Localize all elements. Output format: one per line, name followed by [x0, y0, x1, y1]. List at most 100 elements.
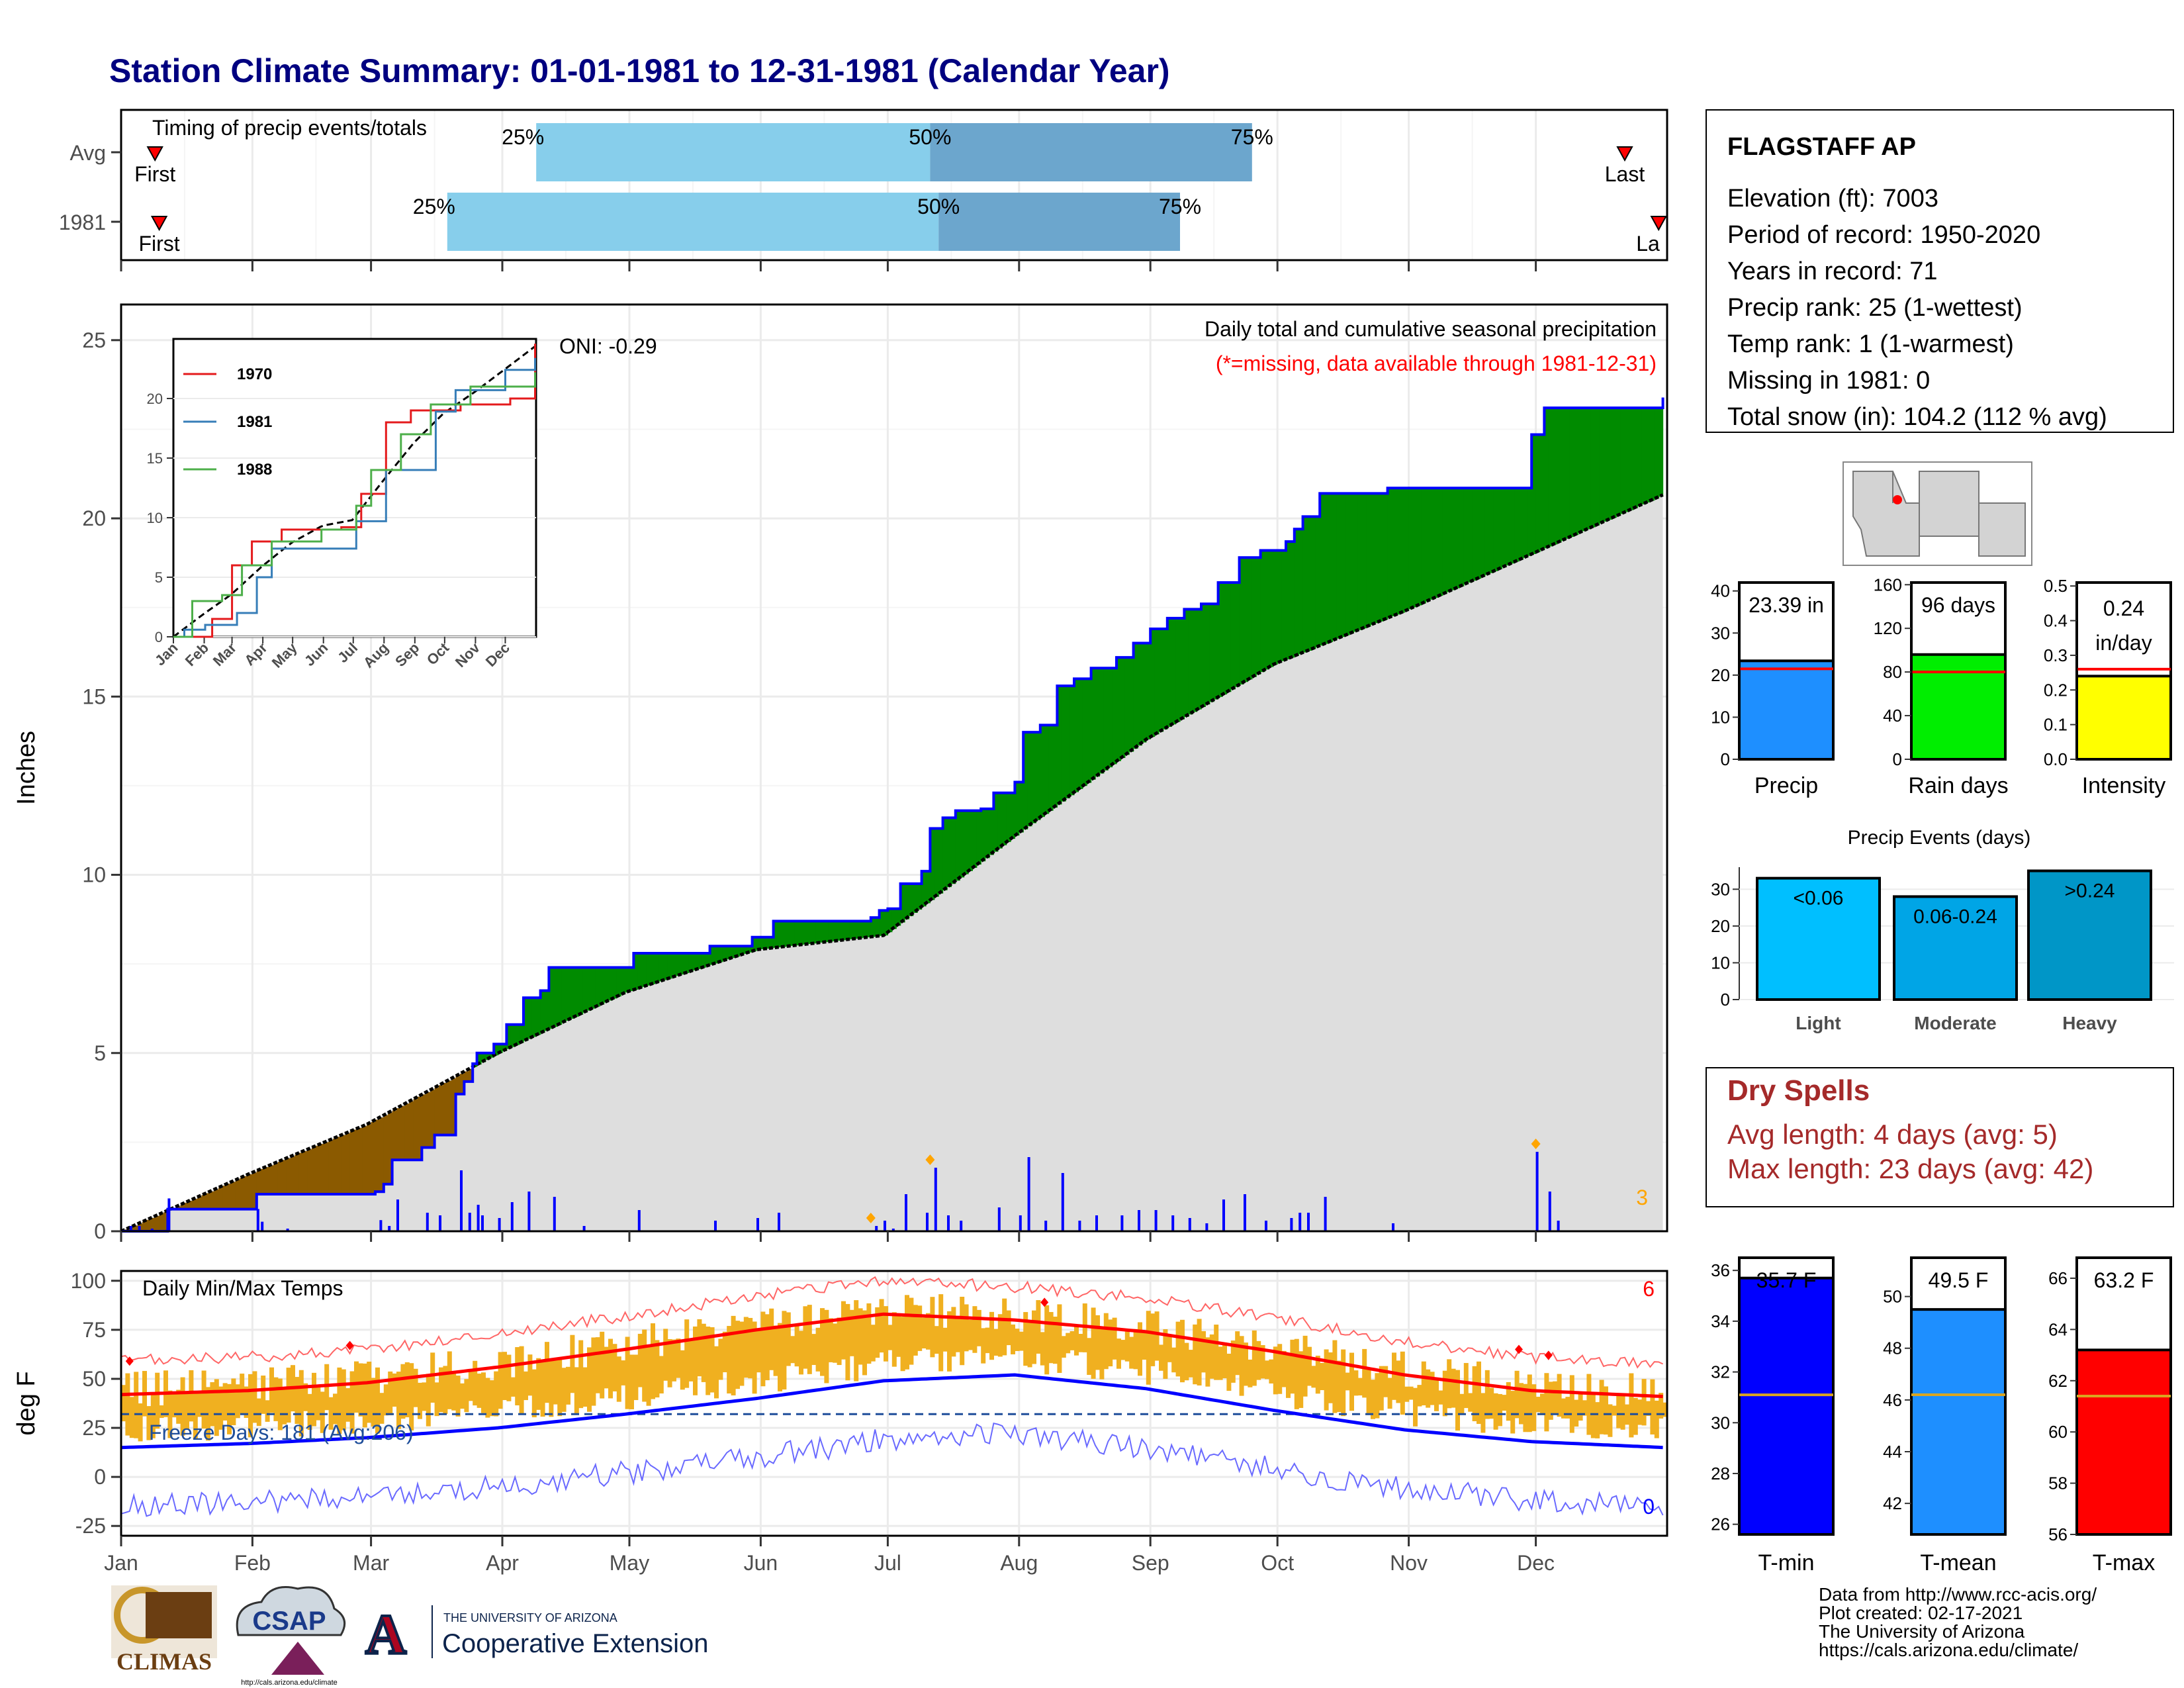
precip-diff-segment — [510, 1024, 516, 1047]
events-ytick-label: 30 — [1711, 879, 1730, 899]
temp-daily-bar — [1180, 1319, 1185, 1383]
temp-daily-bar — [659, 1356, 664, 1394]
precip-diff-segment — [578, 967, 584, 1015]
precip-diff-segment — [375, 1119, 380, 1192]
temp-daily-bar — [362, 1363, 367, 1428]
precip-daily-bar — [1557, 1221, 1560, 1231]
temp-bar-ytick-label: 62 — [2048, 1371, 2068, 1391]
precip-daily-bar — [934, 1168, 937, 1231]
precip-diff-segment — [993, 792, 999, 852]
temp-daily-bar — [574, 1367, 579, 1413]
max-records-count: 6 — [1643, 1277, 1655, 1301]
temp-daily-bar — [298, 1370, 304, 1437]
precip-diff-segment — [705, 953, 711, 966]
summary-ytick-label: 120 — [1874, 618, 1902, 638]
precip-diff-segment — [1434, 488, 1439, 598]
temp-daily-bar — [705, 1326, 711, 1395]
credit-line: Plot created: 02-17-2021 — [1819, 1603, 2023, 1623]
precip-diff-segment — [295, 1154, 300, 1194]
precip-diff-segment — [1561, 408, 1566, 541]
precip-diff-segment — [997, 792, 1003, 849]
precip-diff-segment — [1620, 408, 1625, 514]
precip-diff-segment — [134, 1225, 139, 1231]
temp-daily-bar — [1430, 1372, 1435, 1405]
month-label: Oct — [1261, 1551, 1294, 1575]
precip-diff-segment — [794, 921, 799, 946]
precip-diff-segment — [1341, 493, 1346, 637]
temp-daily-bar — [582, 1367, 588, 1407]
temp-daily-bar — [307, 1393, 312, 1430]
temp-daily-bar — [1578, 1393, 1583, 1421]
precip-diff-segment — [1578, 408, 1583, 534]
precip-diff-segment — [422, 1094, 427, 1148]
temp-daily-bar — [510, 1377, 516, 1397]
temp-daily-bar — [752, 1321, 757, 1394]
temp-daily-bar — [375, 1367, 380, 1434]
precip-diff-segment — [862, 921, 867, 938]
temp-daily-bar — [1248, 1359, 1253, 1387]
temp-daily-bar — [1357, 1378, 1363, 1396]
ua-logo-big: Cooperative Extension — [442, 1629, 708, 1658]
temp-daily-bar — [1392, 1352, 1396, 1400]
precip-diff-segment — [392, 1110, 397, 1160]
precip-diff-segment — [477, 1053, 482, 1065]
temp-daily-bar — [858, 1308, 863, 1365]
precip-diff-segment — [828, 921, 833, 942]
temp-daily-bar — [1265, 1360, 1269, 1380]
temp-daily-bar — [1120, 1340, 1126, 1360]
precip-diff-segment — [621, 967, 626, 995]
temp-daily-bar — [905, 1295, 909, 1370]
precip-diff-segment — [612, 967, 617, 999]
temp-daily-bar — [1087, 1338, 1092, 1375]
precip-diff-segment — [430, 1090, 435, 1148]
temp-daily-bar — [210, 1382, 215, 1427]
temp-bar-t-min — [1738, 1276, 1835, 1536]
temp-daily-bar — [637, 1333, 643, 1387]
precip-diff-segment — [222, 1186, 228, 1209]
temp-daily-bar — [1604, 1386, 1608, 1435]
precip-daily-bar — [1222, 1199, 1225, 1231]
temp-daily-bar — [820, 1308, 825, 1376]
temp-bar-ytick-label: 44 — [1883, 1442, 1902, 1462]
precip-avg-line — [120, 493, 1664, 1233]
timing-panel: Timing of precip events/totals Avg 25% 50%… — [59, 109, 1668, 271]
precip-diff-segment — [1226, 583, 1232, 692]
temp-daily-bar — [1345, 1372, 1350, 1391]
precip-diff-segment — [1193, 609, 1198, 712]
temp-daily-bar — [778, 1323, 782, 1391]
summary-value-label2: in/day — [2095, 631, 2152, 655]
precip-daily-bar — [286, 1229, 289, 1231]
precip-diff-segment — [1502, 488, 1507, 568]
temp-daily-bar — [968, 1319, 973, 1350]
month-label: Jul — [874, 1551, 901, 1575]
temp-daily-bar — [303, 1383, 308, 1411]
temp-daily-bar — [811, 1334, 817, 1366]
ua-a-mark: A — [365, 1603, 406, 1666]
precip-daily-bar — [1290, 1218, 1293, 1231]
precip-daily-bar — [1324, 1197, 1327, 1231]
precip-diff-segment — [760, 937, 766, 949]
temp-record-max-line — [120, 1276, 1664, 1369]
temp-daily-bar — [1438, 1390, 1443, 1405]
temp-daily-bar — [1387, 1378, 1392, 1409]
precip-diff-segment — [464, 1071, 469, 1082]
temp-daily-bar — [519, 1346, 524, 1414]
temp-daily-bar — [1557, 1374, 1562, 1417]
precip-diff-segment — [1197, 609, 1202, 710]
precip-diff-segment — [1328, 493, 1333, 642]
temp-bar-ytick-label: 30 — [1711, 1413, 1730, 1432]
temp-daily-bar — [455, 1376, 461, 1417]
inset-ytick-label: 10 — [147, 510, 163, 526]
precip-diff-segment — [494, 1044, 499, 1056]
precip-diff-segment — [1091, 668, 1096, 780]
precip-diff-segment — [455, 1076, 461, 1094]
temp-daily-bar — [917, 1305, 923, 1351]
precip-diff-segment — [1218, 583, 1223, 697]
precip-diff-segment — [426, 1092, 431, 1148]
page-title: Station Climate Summary: 01-01-1981 to 1… — [109, 52, 1170, 89]
precip-diff-segment — [549, 967, 554, 1029]
precip-daily-bar — [884, 1221, 886, 1231]
month-label: Jun — [744, 1551, 778, 1575]
precip-daily-bar — [167, 1198, 171, 1231]
temp-daily-bar — [1069, 1331, 1075, 1350]
